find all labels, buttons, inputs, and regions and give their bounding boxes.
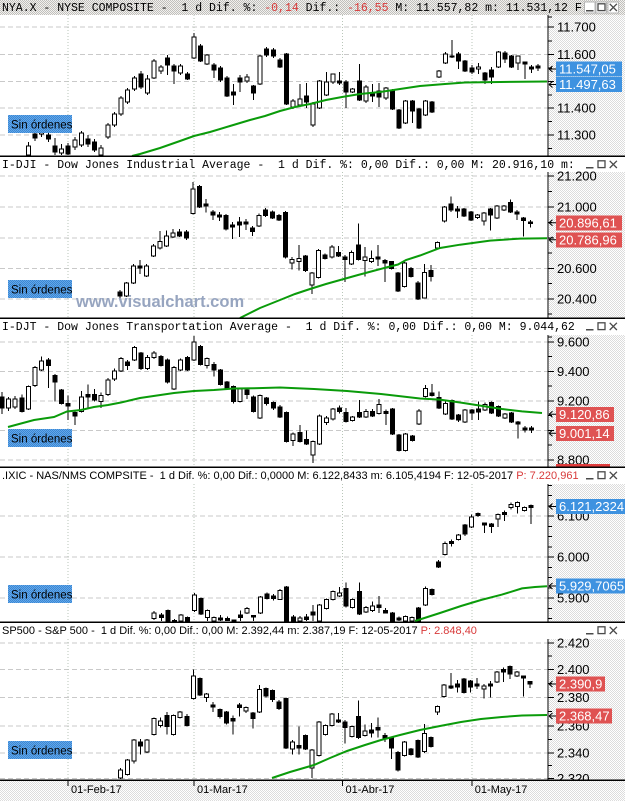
svg-text:9.600: 9.600 xyxy=(557,335,590,350)
svg-text:11.497,63: 11.497,63 xyxy=(559,77,616,92)
svg-text:Sin órdenes: Sin órdenes xyxy=(11,120,73,132)
svg-text:11.300: 11.300 xyxy=(557,128,596,143)
svg-text:NYA.X - NYSE COMPOSITE - 1 d: NYA.X - NYSE COMPOSITE - 1 d Dif. %: -0,… xyxy=(2,2,582,15)
svg-text:11.600: 11.600 xyxy=(557,47,596,62)
svg-text:SP500 - S&P 500 - 1 d Dif. %:: SP500 - S&P 500 - 1 d Dif. %: 0,00 Dif.:… xyxy=(2,625,477,637)
svg-text:21.200: 21.200 xyxy=(557,169,597,184)
svg-text:01-Mar-17: 01-Mar-17 xyxy=(197,784,248,796)
svg-text:I-DJI - Dow Jones Industrial A: I-DJI - Dow Jones Industrial Average - 1… xyxy=(2,159,575,172)
svg-text:11.700: 11.700 xyxy=(557,20,596,35)
svg-text:Sin órdenes: Sin órdenes xyxy=(11,590,73,602)
svg-text:20.400: 20.400 xyxy=(557,292,597,307)
svg-text:11.547,05: 11.547,05 xyxy=(559,62,616,77)
svg-text:21.000: 21.000 xyxy=(557,200,597,215)
svg-text:01-May-17: 01-May-17 xyxy=(475,784,528,796)
svg-text:2.368,47: 2.368,47 xyxy=(559,709,610,724)
svg-text:6.000: 6.000 xyxy=(557,550,590,565)
svg-text:9.120,86: 9.120,86 xyxy=(559,407,610,422)
svg-text:2.340: 2.340 xyxy=(557,746,590,761)
svg-text:2.420: 2.420 xyxy=(557,636,590,651)
svg-text:Sin órdenes: Sin órdenes xyxy=(11,285,73,297)
svg-text:www.visualchart.com: www.visualchart.com xyxy=(75,293,244,311)
svg-text:9.001,14: 9.001,14 xyxy=(559,426,610,441)
svg-text:6.121,2324: 6.121,2324 xyxy=(559,499,624,514)
svg-text:Sin órdenes: Sin órdenes xyxy=(11,746,73,758)
svg-text:2.390,9: 2.390,9 xyxy=(559,677,602,692)
svg-text:I-DJT - Dow Jones Transportati: I-DJT - Dow Jones Transportation Average… xyxy=(2,321,575,334)
svg-text:9.200: 9.200 xyxy=(557,394,590,409)
svg-text:5.900: 5.900 xyxy=(557,591,590,606)
svg-text:01-Feb-17: 01-Feb-17 xyxy=(71,784,122,796)
svg-text:9.400: 9.400 xyxy=(557,364,590,379)
svg-text:20.786,96: 20.786,96 xyxy=(559,232,617,247)
svg-text:11.400: 11.400 xyxy=(557,101,596,116)
svg-text:2.380: 2.380 xyxy=(557,690,590,705)
svg-text:5.929,7065: 5.929,7065 xyxy=(559,579,624,594)
svg-text:01-Abr-17: 01-Abr-17 xyxy=(346,784,395,796)
svg-text:.IXIC - NAS/NMS COMPSITE - 1: .IXIC - NAS/NMS COMPSITE - 1 d Dif. %: 0… xyxy=(2,470,579,482)
svg-text:20.600: 20.600 xyxy=(557,261,597,276)
svg-text:Sin órdenes: Sin órdenes xyxy=(11,434,73,446)
svg-text:20.896,61: 20.896,61 xyxy=(559,215,617,230)
svg-text:2.400: 2.400 xyxy=(557,662,590,677)
